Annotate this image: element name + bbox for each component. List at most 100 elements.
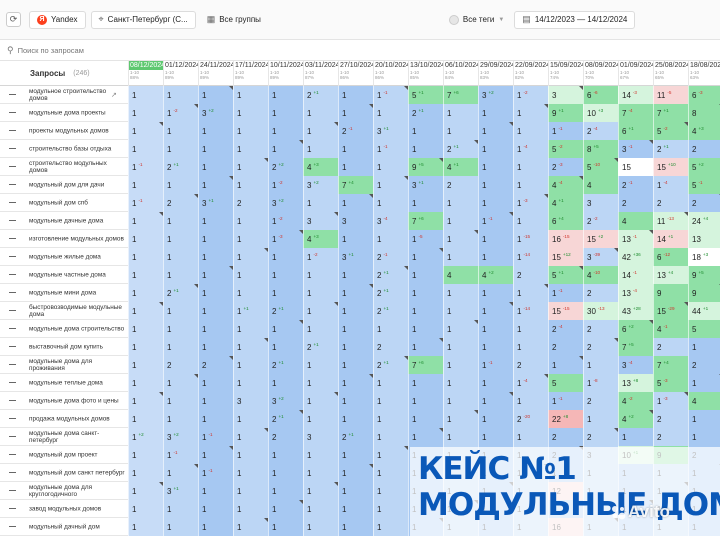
- position-cell[interactable]: 1: [443, 320, 478, 338]
- position-cell[interactable]: 1: [338, 392, 373, 410]
- position-cell[interactable]: 4 +3: [303, 158, 338, 176]
- position-cell[interactable]: 1: [268, 482, 303, 500]
- position-cell[interactable]: 6 +1: [618, 122, 653, 140]
- position-cell[interactable]: 3 +1: [198, 194, 233, 212]
- position-cell[interactable]: 1: [408, 338, 443, 356]
- position-cell[interactable]: 1: [303, 194, 338, 212]
- position-cell[interactable]: 1 -4: [513, 140, 548, 158]
- position-cell[interactable]: 1: [478, 302, 513, 320]
- position-cell[interactable]: 1: [338, 194, 373, 212]
- position-cell[interactable]: 2 +1: [268, 302, 303, 320]
- position-cell[interactable]: 1: [408, 248, 443, 266]
- row-collapse-icon[interactable]: [9, 237, 16, 239]
- position-cell[interactable]: 3: [233, 392, 268, 410]
- position-cell[interactable]: 8 +5: [583, 140, 618, 158]
- position-cell[interactable]: 2 +1: [373, 302, 408, 320]
- position-cell[interactable]: 1: [163, 212, 198, 230]
- position-cell[interactable]: 1: [128, 518, 163, 536]
- position-cell[interactable]: 1: [338, 410, 373, 428]
- position-cell[interactable]: 1: [198, 176, 233, 194]
- position-cell[interactable]: 1: [443, 302, 478, 320]
- position-cell[interactable]: 6 -12: [653, 248, 688, 266]
- position-cell[interactable]: 1: [163, 374, 198, 392]
- position-cell[interactable]: 1: [268, 374, 303, 392]
- position-cell[interactable]: 2 +1: [408, 104, 443, 122]
- position-cell[interactable]: 1: [268, 464, 303, 482]
- position-cell[interactable]: 1 -1: [373, 86, 408, 104]
- position-cell[interactable]: 1: [443, 410, 478, 428]
- position-cell[interactable]: 1: [373, 410, 408, 428]
- position-cell[interactable]: 2: [688, 140, 720, 158]
- position-cell[interactable]: 2 -3: [548, 158, 583, 176]
- position-cell[interactable]: 1: [198, 158, 233, 176]
- position-cell[interactable]: 1: [128, 356, 163, 374]
- position-cell[interactable]: 1: [268, 284, 303, 302]
- position-cell[interactable]: 1: [408, 122, 443, 140]
- position-cell[interactable]: 9 +5: [408, 158, 443, 176]
- position-cell[interactable]: 1: [233, 248, 268, 266]
- position-cell[interactable]: 5 -1: [688, 176, 720, 194]
- position-cell[interactable]: 5 +2: [688, 158, 720, 176]
- position-cell[interactable]: 1 -1: [548, 122, 583, 140]
- position-cell[interactable]: 2 -4: [583, 122, 618, 140]
- position-cell[interactable]: 3 -1: [618, 140, 653, 158]
- row-collapse-icon[interactable]: [9, 309, 16, 311]
- position-cell[interactable]: 1 -1: [163, 446, 198, 464]
- position-cell[interactable]: 1: [233, 518, 268, 536]
- position-cell[interactable]: 1: [443, 338, 478, 356]
- position-cell[interactable]: 1: [373, 500, 408, 518]
- position-cell[interactable]: 1: [338, 500, 373, 518]
- position-cell[interactable]: 2: [583, 392, 618, 410]
- position-cell[interactable]: 2: [513, 356, 548, 374]
- date-column-header[interactable]: 13/10/2024 1-10 85%: [408, 61, 443, 86]
- position-cell[interactable]: 3: [303, 428, 338, 446]
- position-cell[interactable]: 1: [303, 140, 338, 158]
- position-cell[interactable]: 13 -1: [618, 230, 653, 248]
- position-cell[interactable]: 7 +4: [653, 356, 688, 374]
- position-cell[interactable]: 9: [653, 284, 688, 302]
- position-cell[interactable]: 4 -4: [548, 176, 583, 194]
- position-cell[interactable]: 1: [128, 122, 163, 140]
- position-cell[interactable]: 1: [373, 104, 408, 122]
- position-cell[interactable]: 1: [408, 392, 443, 410]
- position-cell[interactable]: 1: [443, 122, 478, 140]
- position-cell[interactable]: 1: [268, 266, 303, 284]
- position-cell[interactable]: 2 +1: [373, 266, 408, 284]
- position-cell[interactable]: 15: [618, 158, 653, 176]
- position-cell[interactable]: 1: [303, 500, 338, 518]
- position-cell[interactable]: 1: [443, 194, 478, 212]
- position-cell[interactable]: 43 +28: [618, 302, 653, 320]
- position-cell[interactable]: 1 -15: [513, 230, 548, 248]
- position-cell[interactable]: 1: [128, 212, 163, 230]
- row-collapse-icon[interactable]: [9, 129, 16, 131]
- position-cell[interactable]: 3 -39: [583, 248, 618, 266]
- row-collapse-icon[interactable]: [9, 381, 16, 383]
- position-cell[interactable]: 1: [443, 284, 478, 302]
- position-cell[interactable]: 1: [303, 284, 338, 302]
- row-collapse-icon[interactable]: [9, 93, 16, 95]
- table-row[interactable]: выставочный дом купить 1 1 1 1 1 2 +1 1 2 1 1 1 1 2 2 7 +…: [0, 338, 720, 356]
- position-cell[interactable]: 2 +1: [268, 410, 303, 428]
- position-cell[interactable]: 2: [198, 356, 233, 374]
- position-cell[interactable]: 1: [338, 446, 373, 464]
- position-cell[interactable]: 3: [583, 194, 618, 212]
- position-cell[interactable]: 1: [233, 446, 268, 464]
- position-cell[interactable]: 1: [443, 230, 478, 248]
- table-row[interactable]: продажа модульных домов 1 1 1 1 2 +1 1 1 1 1 1 1 2 -20…: [0, 410, 720, 428]
- position-cell[interactable]: 4 +2: [618, 410, 653, 428]
- position-cell[interactable]: 1: [443, 428, 478, 446]
- table-row[interactable]: модульные дома проекты 1 1 -2 3 +2 1 1 1 1 1 2 +1 1 1 1…: [0, 104, 720, 122]
- position-cell[interactable]: 6 +2: [618, 320, 653, 338]
- position-cell[interactable]: 2 +1: [443, 140, 478, 158]
- position-cell[interactable]: 8: [688, 104, 720, 122]
- position-cell[interactable]: 1: [163, 302, 198, 320]
- groups-select[interactable]: ▦ Все группы: [201, 11, 267, 29]
- position-cell[interactable]: 1: [198, 374, 233, 392]
- position-cell[interactable]: 1 -1: [198, 428, 233, 446]
- row-collapse-icon[interactable]: [9, 345, 16, 347]
- position-cell[interactable]: 5 -3: [653, 374, 688, 392]
- position-cell[interactable]: 1: [478, 374, 513, 392]
- date-column-header[interactable]: 06/10/2024 1-10 84%: [443, 61, 478, 86]
- position-cell[interactable]: 1: [198, 248, 233, 266]
